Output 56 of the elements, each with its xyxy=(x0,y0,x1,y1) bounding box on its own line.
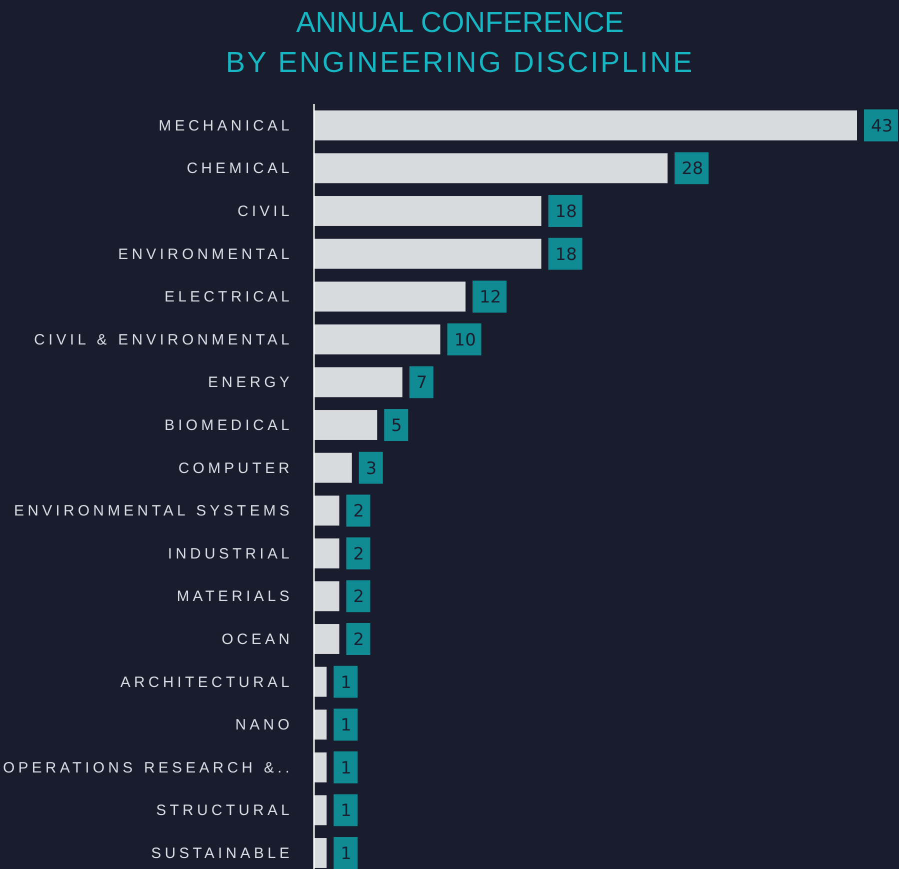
y-tick-label: ENVIRONMENTAL xyxy=(118,246,293,263)
data-label: 1 xyxy=(340,758,352,778)
data-label: 2 xyxy=(353,587,364,608)
bar xyxy=(314,367,402,398)
data-label: 18 xyxy=(555,244,577,265)
data-label: 12 xyxy=(480,288,502,308)
bar xyxy=(314,624,340,654)
y-tick-label: BIOMEDICAL xyxy=(164,417,293,434)
y-tick-label: ENERGY xyxy=(208,374,293,392)
y-tick-label: OCEAN xyxy=(222,631,293,648)
y-tick-label: CIVIL & ENVIRONMENTAL xyxy=(34,331,293,348)
bar xyxy=(314,838,327,868)
data-label: 2 xyxy=(353,630,364,650)
y-tick-label: ARCHITECTURAL xyxy=(120,674,293,691)
data-label: 10 xyxy=(454,330,476,350)
bar xyxy=(314,110,857,140)
chart-title: ANNUAL CONFERENCE xyxy=(296,7,624,39)
data-label: 2 xyxy=(353,544,364,564)
bar xyxy=(314,238,542,269)
data-label: 43 xyxy=(871,116,893,136)
data-label: 18 xyxy=(555,202,577,222)
y-tick-label: INDUSTRIAL xyxy=(168,545,293,562)
bar xyxy=(314,153,668,184)
bar xyxy=(314,710,327,740)
bar xyxy=(314,196,542,226)
data-label: 28 xyxy=(682,159,704,180)
y-tick-label: CIVIL xyxy=(237,203,293,220)
bar xyxy=(314,324,440,354)
data-label: 2 xyxy=(353,502,364,522)
bar xyxy=(314,452,352,483)
y-tick-label: COMPUTER xyxy=(178,460,293,477)
y-tick-label: SUSTAINABLE xyxy=(151,845,293,862)
y-tick-label: CHEMICAL xyxy=(186,160,293,178)
y-tick-label: NANO xyxy=(235,716,293,734)
y-tick-label: OPERATIONS RESEARCH &.. xyxy=(2,759,293,776)
y-tick-label: STRUCTURAL xyxy=(156,802,293,820)
chart-subtitle: BY ENGINEERING DISCIPLINE xyxy=(226,47,694,79)
y-tick-label: MECHANICAL xyxy=(158,117,293,134)
data-label: 5 xyxy=(391,416,402,436)
bar xyxy=(314,581,340,612)
bar xyxy=(314,666,327,697)
data-label: 1 xyxy=(340,801,352,822)
data-label: 1 xyxy=(340,844,352,864)
y-tick-label: ENVIRONMENTAL SYSTEMS xyxy=(14,502,293,520)
y-tick-label: MATERIALS xyxy=(176,588,293,606)
bar xyxy=(314,282,466,312)
data-label: 1 xyxy=(340,672,352,693)
bar xyxy=(314,410,378,440)
bar xyxy=(314,795,327,826)
bar xyxy=(314,496,340,526)
y-tick-label: ELECTRICAL xyxy=(164,288,293,306)
bar xyxy=(314,752,327,782)
data-label: 1 xyxy=(340,716,352,736)
bar xyxy=(314,538,340,568)
data-label: 7 xyxy=(416,373,428,394)
data-label: 3 xyxy=(366,458,377,479)
